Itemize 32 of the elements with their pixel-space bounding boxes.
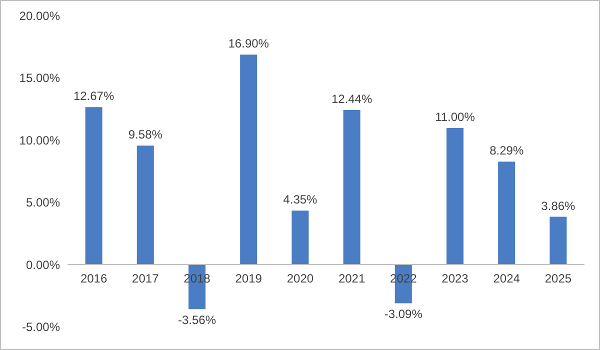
- x-tick-label: 2016: [80, 271, 108, 286]
- y-tick-label: 15.00%: [19, 71, 60, 86]
- data-label: 9.58%: [128, 128, 163, 142]
- x-tick-label: 2024: [493, 271, 520, 286]
- bar: [136, 146, 154, 265]
- bar: [498, 162, 516, 265]
- x-tick-label: 2017: [132, 271, 160, 286]
- bar: [446, 128, 464, 265]
- data-label: 12.67%: [73, 89, 114, 104]
- y-tick-label: 5.00%: [26, 196, 60, 210]
- x-tick-label: 2025: [544, 271, 572, 286]
- y-tick-label: -5.00%: [22, 320, 60, 334]
- x-tick-label: 2023: [442, 271, 469, 286]
- data-label: 4.35%: [283, 192, 318, 207]
- bar: [85, 107, 102, 265]
- bar: [292, 210, 309, 265]
- data-label: -3.56%: [178, 313, 216, 328]
- y-tick-label: 10.00%: [19, 133, 60, 148]
- data-label: -3.09%: [384, 307, 423, 322]
- data-label: 8.29%: [490, 144, 524, 158]
- bar: [240, 54, 258, 265]
- x-tick-label: 2019: [235, 271, 262, 286]
- y-tick-label: 20.00%: [19, 9, 60, 23]
- x-tick-label: 2020: [286, 271, 314, 286]
- data-label: 12.44%: [331, 92, 372, 106]
- data-label: 11.00%: [435, 110, 476, 124]
- y-tick-label: 0.00%: [26, 258, 60, 272]
- data-label: 16.90%: [228, 36, 270, 51]
- bar: [343, 110, 360, 265]
- x-tick-label: 2021: [338, 271, 366, 286]
- bar: [550, 216, 567, 265]
- data-label: 3.86%: [541, 198, 576, 213]
